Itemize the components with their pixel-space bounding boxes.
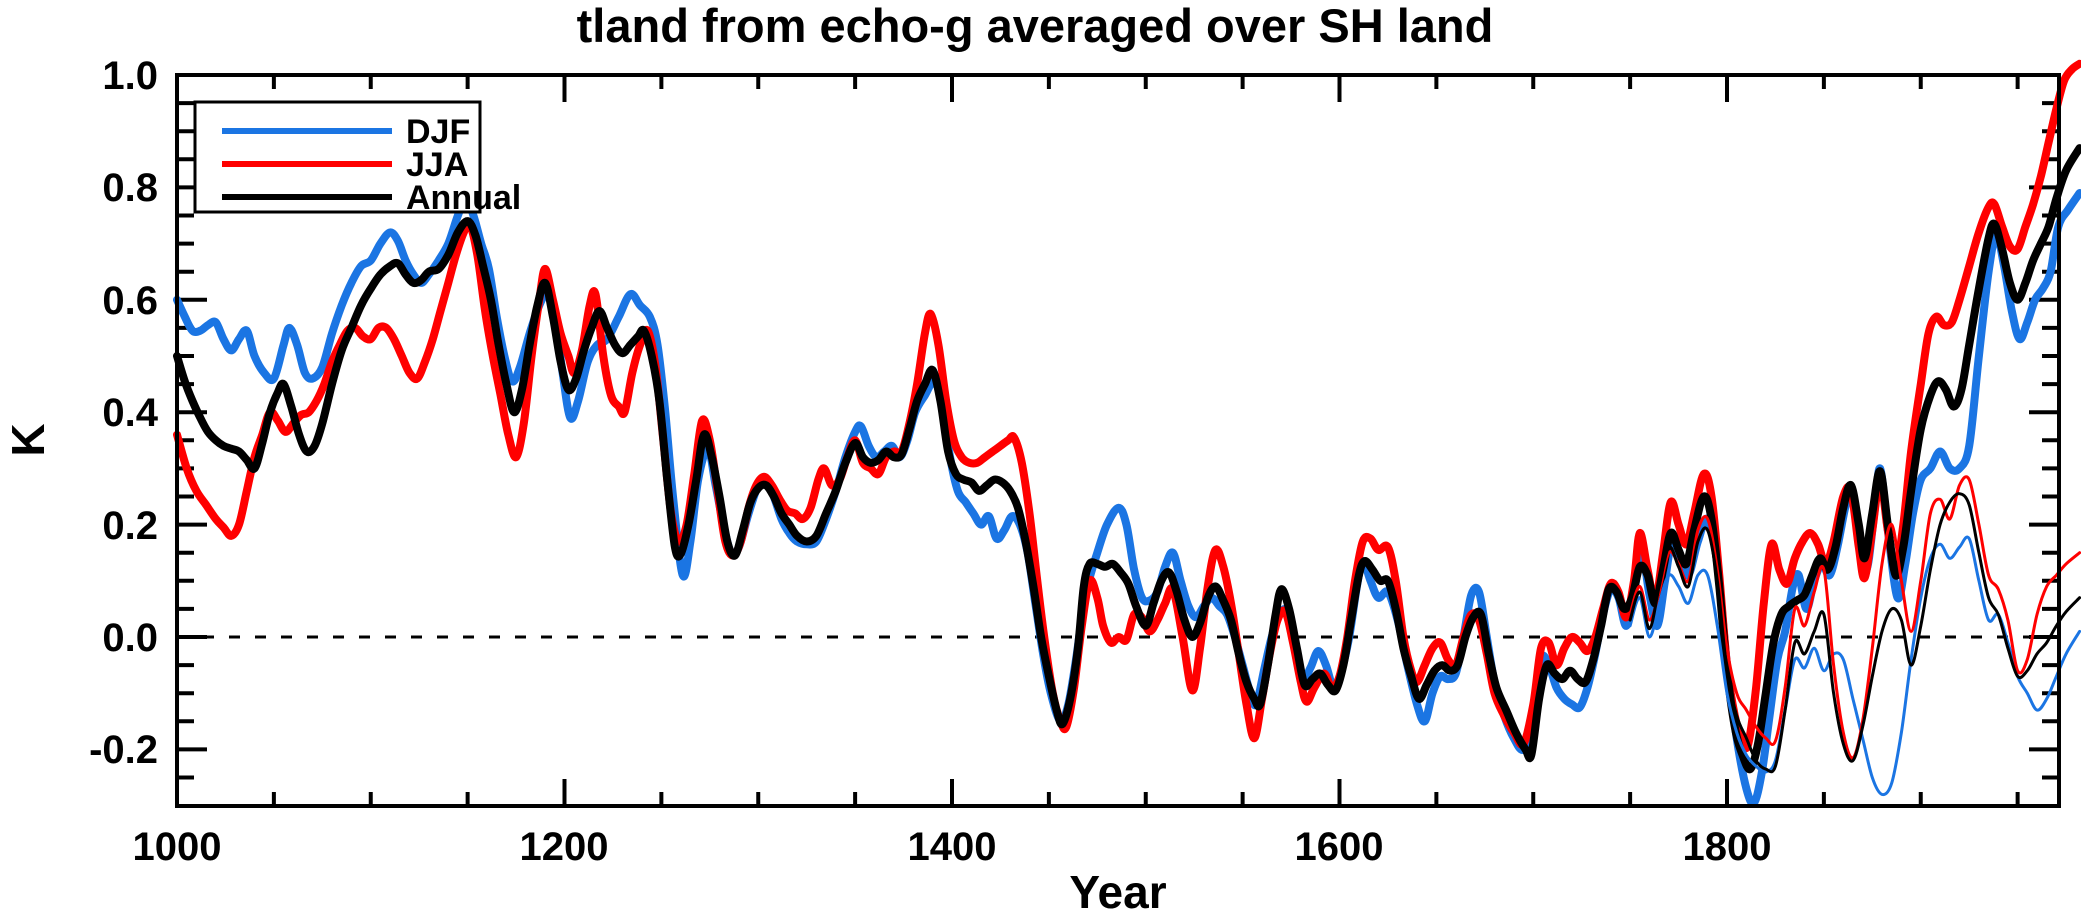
series-annual-thin-late: [1628, 492, 2081, 774]
legend: DJF JJA Annual: [193, 100, 521, 217]
x-tick-label: 1200: [520, 825, 609, 869]
x-tick-label: 1400: [908, 825, 997, 869]
x-axis-label: Year: [1069, 866, 1166, 918]
y-tick-label: 0.8: [102, 166, 158, 210]
legend-label-jja: JJA: [406, 146, 468, 184]
y-tick-label: 1.0: [102, 54, 158, 98]
y-tick-label: 0.0: [102, 616, 158, 660]
chart-title: tland from echo-g averaged over SH land: [577, 0, 1494, 52]
series-jja-thin-late: [1628, 475, 2081, 760]
series-annual: [173, 144, 2081, 774]
y-tick-label: 0.6: [102, 279, 158, 323]
axis-ticks: [175, 73, 2059, 806]
y-axis-label: K: [2, 423, 54, 456]
series-djf: [173, 189, 2081, 808]
plot-frame: [175, 73, 2061, 808]
legend-label-annual: Annual: [406, 179, 521, 217]
y-tick-label: 0.4: [102, 391, 158, 435]
x-tick-label: 1000: [133, 825, 222, 869]
legend-label-djf: DJF: [406, 113, 470, 151]
data-series-group: [173, 59, 2081, 808]
series-jja: [173, 59, 2081, 753]
x-tick-label: 1800: [1683, 825, 1772, 869]
y-tick-label: 0.2: [102, 504, 158, 548]
x-tick-label: 1600: [1295, 825, 1384, 869]
legend-box: [193, 100, 482, 214]
y-tick-label: -0.2: [89, 728, 158, 772]
